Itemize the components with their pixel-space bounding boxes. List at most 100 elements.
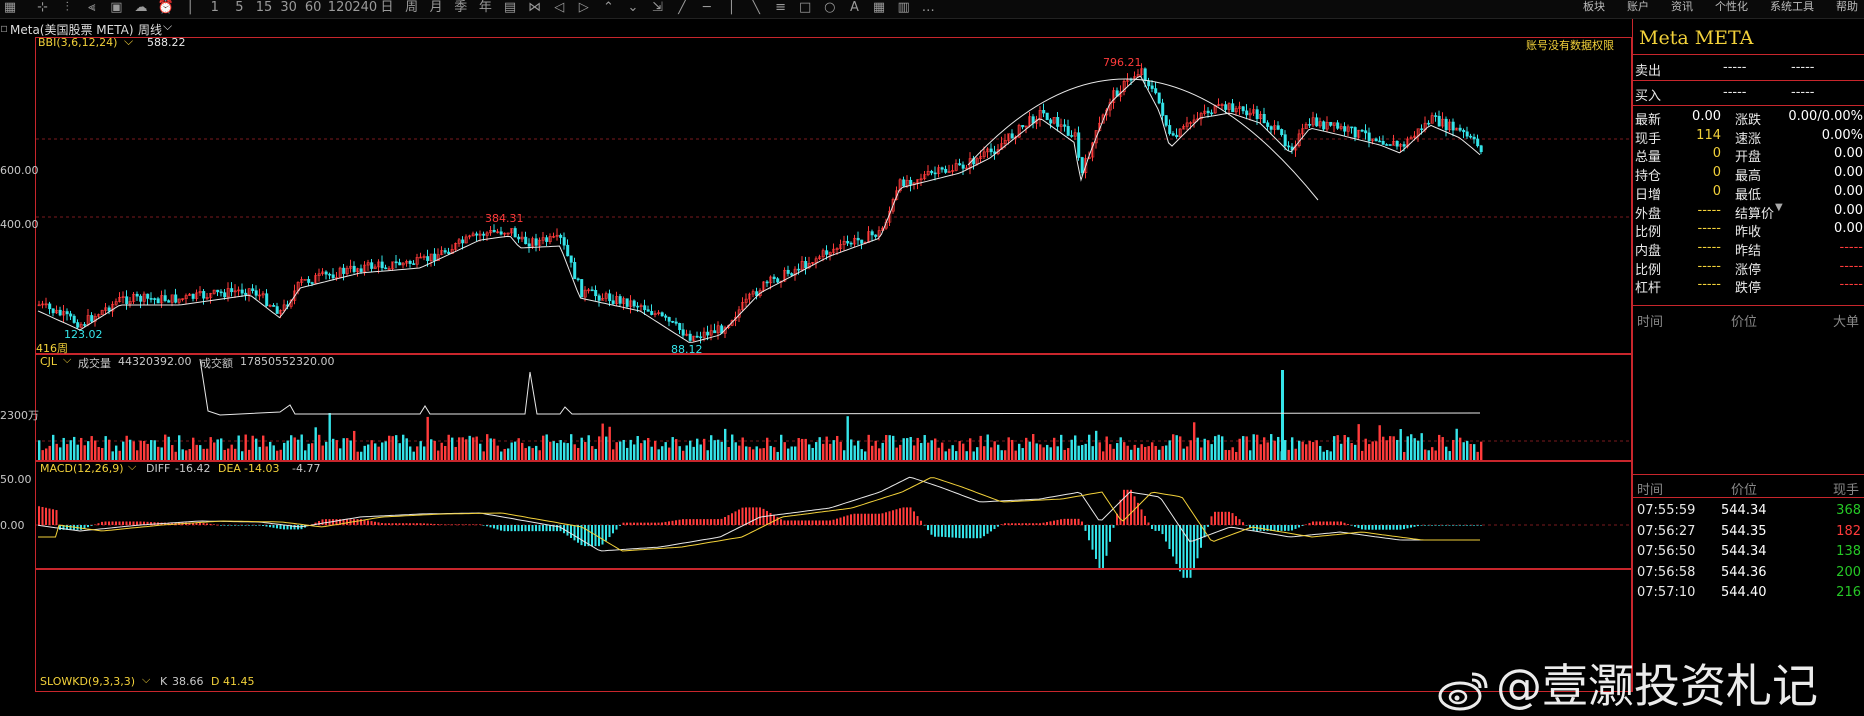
volume-bar <box>892 435 895 460</box>
grid2-icon[interactable]: ▦ <box>872 0 886 15</box>
trade-header-vol: 现手 <box>1833 483 1860 498</box>
volume-bar <box>199 445 202 460</box>
period-30-icon[interactable]: 30 <box>280 0 297 15</box>
volume-bar <box>1392 436 1395 460</box>
menu-help[interactable]: 帮助 <box>1836 0 1858 13</box>
window-icon[interactable]: ▣ <box>110 0 123 15</box>
macd-bar <box>871 513 873 525</box>
rect-icon[interactable]: □ <box>799 0 812 15</box>
text-icon[interactable]: A <box>849 0 859 15</box>
cjl-dropdown-icon[interactable]: ⌵ <box>63 353 72 366</box>
period-60-icon[interactable]: 60 <box>304 0 322 15</box>
cjl-indicator-name[interactable]: CJL <box>40 355 58 368</box>
kline-candle <box>1476 138 1480 147</box>
quote-row: 比例 ----- 昨收 0.00 <box>1633 219 1864 240</box>
hline-icon[interactable]: ─ <box>702 0 711 15</box>
kline-candle <box>1381 141 1385 145</box>
menu-account[interactable]: 账户 <box>1627 0 1649 13</box>
period-240-icon[interactable]: 240 <box>352 0 378 15</box>
alarm-icon[interactable]: ⏰ <box>157 0 174 15</box>
macd-bar <box>1347 524 1349 525</box>
macd-bar <box>262 525 264 526</box>
kd-dropdown-icon[interactable]: ⌵ <box>142 673 151 686</box>
stock-name[interactable]: Meta(美国股票 META) <box>10 23 134 37</box>
kline-candle <box>783 269 787 282</box>
volume-pane-frame <box>35 354 1632 461</box>
split-icon[interactable]: ⫷ <box>88 0 96 15</box>
settlement-dropdown-icon[interactable]: ▼ <box>1775 201 1783 213</box>
macd-bar <box>724 517 726 525</box>
kline-candle <box>667 317 671 322</box>
left-icon[interactable]: ◁ <box>554 0 565 15</box>
macd-bar <box>552 525 555 532</box>
ray-icon[interactable]: ╲ <box>752 0 760 15</box>
macd-bar <box>678 519 681 525</box>
kline-candle <box>447 251 451 254</box>
kline-candle <box>1234 108 1238 113</box>
macd-dropdown-icon[interactable]: ⌵ <box>128 460 137 473</box>
period-dropdown-icon[interactable]: ⌵ <box>163 19 173 33</box>
quote-value: 0 <box>1712 183 1721 199</box>
vline-icon[interactable]: │ <box>727 0 736 15</box>
menu-news[interactable]: 资讯 <box>1671 0 1693 13</box>
month-icon[interactable]: 月 <box>429 0 443 15</box>
macd-bar <box>97 523 100 525</box>
macd-bar <box>146 521 149 525</box>
buy-row: 买入 ----- ----- <box>1633 83 1864 104</box>
period-1-icon[interactable]: 1 <box>210 0 219 15</box>
kd-indicator-name[interactable]: SLOWKD(9,3,3,3) <box>40 675 136 688</box>
dash-icon[interactable]: │ <box>186 0 195 15</box>
crosshair-icon[interactable]: ⊹ <box>37 0 49 15</box>
cross-icon[interactable]: ⋈ <box>528 0 542 15</box>
period-120-icon[interactable]: 120 <box>327 0 353 15</box>
volume-bar <box>1305 444 1308 460</box>
period-15-icon[interactable]: 15 <box>255 0 273 15</box>
right-icon[interactable]: ▷ <box>578 0 589 15</box>
day-icon[interactable]: 日 <box>380 0 394 15</box>
layout-icon[interactable]: ▥ <box>897 0 910 15</box>
channel-icon[interactable]: ≡ <box>775 0 787 15</box>
menu-personalize[interactable]: 个性化 <box>1715 0 1748 13</box>
volume-bar <box>556 443 559 460</box>
period-5-icon[interactable]: 5 <box>235 0 244 15</box>
week-icon[interactable]: 周 <box>405 0 419 15</box>
down-icon[interactable]: ⌄ <box>627 0 639 15</box>
cloud-icon[interactable]: ☁ <box>134 0 148 15</box>
kline-candle <box>503 232 507 235</box>
macd-bar <box>892 510 894 525</box>
volume-bar <box>514 441 517 460</box>
line-icon[interactable]: ╱ <box>678 0 687 15</box>
volume-bar <box>101 448 104 460</box>
macd-bar <box>283 525 285 530</box>
volume-bar <box>1200 447 1203 460</box>
macd-bar <box>1025 523 1027 525</box>
volume-bar <box>332 438 335 460</box>
chart-canvas[interactable] <box>0 37 1632 692</box>
menu-sector[interactable]: 板块 <box>1583 0 1605 13</box>
volume-bar <box>129 439 132 460</box>
chart-area[interactable]: BBI(3,6,12,24) ⌵ 588.22 账号没有数据权限 600.00 … <box>0 34 1632 692</box>
tick-header-price: 价位 <box>1731 315 1758 330</box>
macd-bar <box>1084 525 1087 531</box>
volume-bar <box>1350 443 1353 460</box>
expand-icon[interactable]: ⇲ <box>652 0 664 15</box>
macd-indicator-name[interactable]: MACD(12,26,9) <box>40 462 124 475</box>
grid-icon[interactable]: ▦ <box>3 0 17 15</box>
bbi-indicator-name[interactable]: BBI(3,6,12,24) <box>38 36 118 49</box>
main-pane-frame <box>35 37 1632 354</box>
up-icon[interactable]: ⌃ <box>602 0 614 15</box>
macd-bar <box>1004 523 1006 525</box>
volume-bar <box>997 444 1000 460</box>
ellipse-icon[interactable]: ○ <box>824 0 836 15</box>
year-icon[interactable]: 年 <box>478 0 492 15</box>
more-icon[interactable]: … <box>921 0 935 15</box>
season-icon[interactable]: 季 <box>454 0 468 15</box>
menu-system-tools[interactable]: 系统工具 <box>1770 0 1814 13</box>
multi-icon[interactable]: ▤ <box>503 0 517 15</box>
kline-candle <box>478 233 482 236</box>
candle-icon[interactable]: ⫶ <box>65 0 69 15</box>
bbi-dropdown-icon[interactable]: ⌵ <box>124 34 134 48</box>
macd-bar <box>507 525 509 532</box>
period-select[interactable]: 周线 <box>138 23 163 37</box>
volume-bar <box>461 437 464 460</box>
